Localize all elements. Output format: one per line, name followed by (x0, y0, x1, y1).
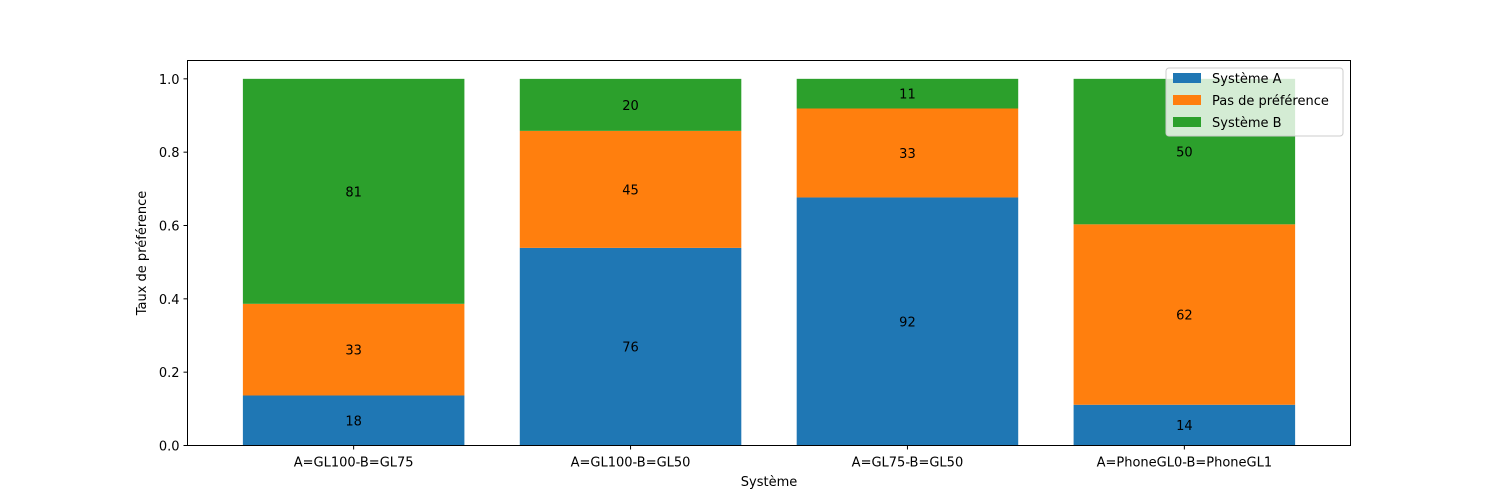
data-label: 14 (1176, 419, 1193, 434)
y-tick-label: 0.0 (159, 440, 180, 455)
legend-swatch (1173, 95, 1201, 105)
data-label: 50 (1176, 146, 1193, 161)
x-axis-label: Système (741, 475, 797, 490)
bar-segment (796, 78, 1019, 109)
bar-segment (519, 130, 742, 248)
bars-layer (242, 78, 1296, 446)
y-tick-label: 1.0 (159, 73, 180, 88)
bar-segment (796, 197, 1019, 446)
y-tick-label: 0.2 (159, 366, 180, 381)
y-tick-label: 0.6 (159, 220, 180, 235)
x-tick-label: A=PhoneGL0-B=PhoneGL1 (1097, 456, 1273, 471)
y-tick-label: 0.8 (159, 146, 180, 161)
bar-segment (242, 78, 465, 304)
data-label: 81 (345, 185, 362, 200)
bar-segment (1073, 224, 1296, 405)
legend-label: Système A (1212, 72, 1282, 87)
bar-segment (242, 395, 465, 446)
data-label: 33 (899, 147, 916, 162)
data-label: 20 (622, 99, 639, 114)
legend-frame (1165, 67, 1344, 137)
legend-label: Pas de préférence (1212, 94, 1329, 109)
data-label: 33 (345, 344, 362, 359)
bar-segment (1073, 404, 1296, 446)
x-tick-label: A=GL75-B=GL50 (852, 456, 964, 471)
legend: Système A Pas de préférence Système B (1165, 67, 1344, 137)
data-label: 62 (1176, 309, 1193, 324)
plot-frame (187, 60, 1351, 446)
x-axis: A=GL100-B=GL75 A=GL100-B=GL50 A=GL75-B=GL5… (294, 445, 1273, 471)
y-axis-label: Taux de préférence (135, 191, 150, 317)
data-labels-layer: 18 33 81 76 45 20 92 33 11 14 62 50 (345, 88, 1192, 434)
data-label: 18 (345, 414, 362, 429)
legend-swatch (1173, 117, 1201, 127)
y-tick-label: 0.4 (159, 293, 180, 308)
y-axis: 0.0 0.2 0.4 0.6 0.8 1.0 (159, 73, 188, 455)
data-label: 45 (622, 183, 639, 198)
data-label: 11 (899, 88, 916, 103)
data-label: 76 (622, 341, 639, 356)
bar-segment (519, 78, 742, 131)
legend-swatch (1173, 73, 1201, 83)
data-label: 92 (899, 315, 916, 330)
bar-segment (519, 247, 742, 446)
x-tick-label: A=GL100-B=GL50 (571, 456, 691, 471)
bar-segment (796, 108, 1019, 198)
x-tick-label: A=GL100-B=GL75 (294, 456, 414, 471)
legend-label: Système B (1212, 116, 1282, 131)
bar-segment (242, 303, 465, 396)
